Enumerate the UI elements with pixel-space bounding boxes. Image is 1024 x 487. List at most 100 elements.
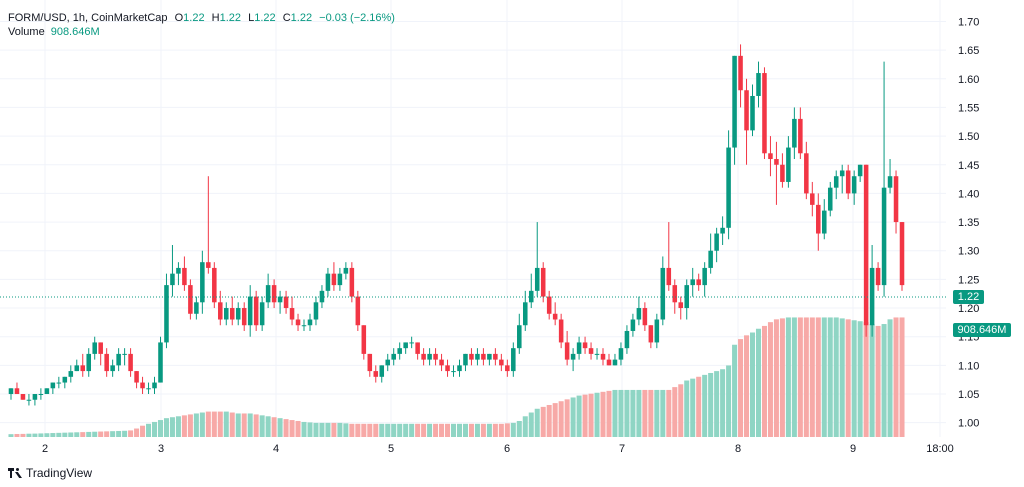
volume-bar: [684, 380, 690, 437]
volume-bar: [20, 433, 26, 437]
candle-body: [188, 285, 193, 314]
volume-bar: [504, 423, 510, 437]
candle-body: [678, 302, 684, 309]
candle-body: [582, 342, 588, 349]
volume-bar: [660, 389, 666, 437]
candle-body: [26, 399, 32, 401]
candle-body: [786, 147, 791, 182]
volume-bar: [534, 408, 540, 437]
volume-bar: [702, 374, 708, 437]
candle-body: [768, 153, 773, 160]
tradingview-logo[interactable]: TradingView: [8, 466, 92, 480]
time-tick-label: 9: [850, 443, 856, 455]
candle-body: [74, 365, 80, 372]
volume-bar: [397, 423, 403, 437]
volume-bar: [875, 325, 881, 437]
candle-body: [606, 359, 612, 366]
candle-body: [630, 319, 636, 331]
volume-bar: [516, 420, 522, 437]
volume-bar: [247, 413, 253, 437]
volume-bar: [714, 371, 720, 437]
volume-bar: [44, 433, 50, 437]
volume-bar: [391, 423, 397, 437]
time-tick-label: 7: [619, 443, 625, 455]
candle-body: [355, 296, 361, 326]
candle-body: [307, 319, 313, 326]
candle-body: [80, 365, 86, 372]
volume-bar: [576, 395, 582, 437]
volume-bar: [738, 339, 744, 437]
candle-body: [893, 176, 899, 223]
volume-bar: [122, 430, 128, 437]
volume-bar: [564, 399, 570, 437]
volume-bar: [385, 423, 391, 437]
candle-body: [140, 382, 145, 389]
last-volume-badge: 908.646M: [953, 323, 1011, 337]
volume-bar: [98, 431, 104, 437]
candle-body: [146, 388, 151, 390]
candle-body: [534, 267, 540, 291]
volume-bar: [642, 389, 648, 437]
price-tick-label: 1.20: [958, 303, 979, 315]
candle-body: [427, 353, 432, 360]
volume-bar: [199, 412, 205, 437]
candle-body: [648, 325, 654, 343]
volume-bar: [175, 416, 181, 437]
candle-body: [20, 394, 26, 400]
volume-bar: [851, 320, 857, 437]
candle-body: [517, 325, 522, 349]
low-label: L: [248, 12, 255, 24]
candle-body: [660, 267, 666, 320]
volume-bar: [151, 421, 158, 437]
volume-bar: [744, 335, 750, 437]
volume-bar: [720, 369, 726, 437]
price-axis: 1.70 1.65 1.60 1.55 1.50 1.45 1.40 1.35 1.30 1.25…: [958, 16, 979, 429]
volume-bar: [468, 423, 474, 437]
candle-body: [343, 267, 349, 274]
candle-body: [289, 308, 295, 320]
candle-body: [636, 308, 642, 320]
open-label: O: [174, 12, 184, 24]
candle-body: [505, 365, 510, 372]
candle-body: [792, 118, 797, 148]
volume-bar: [779, 318, 785, 437]
candle-body: [367, 353, 373, 372]
price-tick-label: 1.55: [958, 102, 979, 114]
candle-body: [277, 296, 283, 303]
candle-body: [762, 73, 767, 154]
candle-body: [397, 348, 402, 354]
volume-bar: [540, 406, 546, 437]
candle-body: [522, 302, 528, 326]
volume-bar: [86, 431, 92, 437]
candle-body: [164, 285, 169, 343]
volume-bar: [654, 389, 660, 437]
candle-body: [385, 359, 391, 366]
volume-bar: [612, 389, 618, 437]
candle-body: [86, 353, 92, 372]
volume-bar: [50, 433, 56, 437]
volume-bar: [128, 430, 134, 437]
candle-body: [845, 170, 851, 194]
candle-body: [200, 262, 205, 303]
candle-body: [421, 353, 426, 360]
volume-bar: [809, 317, 815, 437]
candle-body: [540, 267, 546, 297]
volume-bar: [558, 401, 564, 437]
volume-bar: [492, 423, 498, 437]
price-tick-label: 1.30: [958, 246, 979, 258]
volume-bar: [38, 433, 44, 437]
candle-body: [373, 371, 379, 377]
volume-bar: [887, 319, 893, 437]
volume-bar: [104, 431, 110, 437]
candle-body: [457, 365, 462, 372]
candle-body: [810, 193, 815, 205]
candle-body: [612, 359, 618, 366]
volume-bar: [229, 412, 235, 437]
candle-body: [206, 262, 211, 268]
candle-body: [295, 319, 301, 326]
candle-body: [403, 342, 408, 349]
volume-bar: [732, 344, 738, 437]
candle-body: [756, 73, 761, 96]
volume-bar: [480, 423, 486, 437]
